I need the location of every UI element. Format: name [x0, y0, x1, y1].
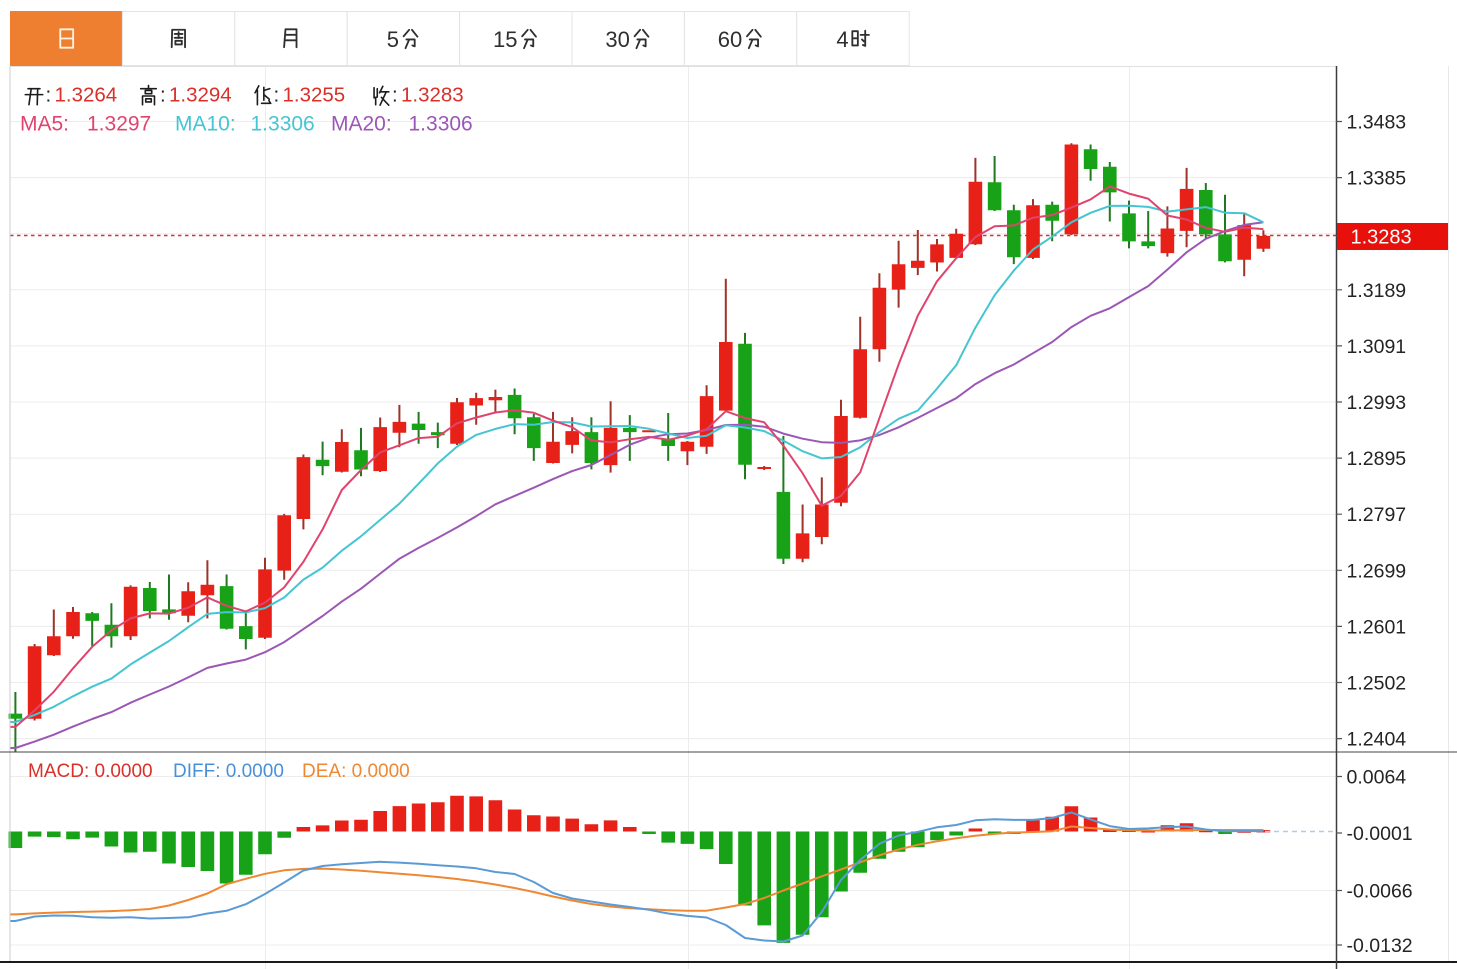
svg-text:1.3306: 1.3306: [251, 113, 315, 136]
svg-text:1.3255: 1.3255: [283, 84, 346, 107]
svg-text:1.3091: 1.3091: [1347, 336, 1407, 358]
svg-text:MA20:: MA20:: [331, 113, 392, 136]
svg-text:1.3385: 1.3385: [1347, 168, 1407, 190]
svg-text:MA5:: MA5:: [20, 113, 69, 136]
svg-text:15: 15: [493, 27, 517, 52]
svg-text:1.2601: 1.2601: [1347, 616, 1407, 638]
svg-text:1.3283: 1.3283: [1351, 227, 1412, 249]
svg-text:1.2993: 1.2993: [1347, 392, 1407, 414]
svg-text:5: 5: [387, 27, 399, 52]
svg-text:MA10:: MA10:: [175, 113, 236, 136]
svg-text::: :: [392, 84, 398, 107]
svg-text:1.2404: 1.2404: [1347, 729, 1407, 751]
svg-text:1.3283: 1.3283: [401, 84, 464, 107]
svg-text:MACD: 0.0000: MACD: 0.0000: [28, 761, 153, 782]
svg-text:1.3189: 1.3189: [1347, 280, 1407, 302]
svg-text:30: 30: [605, 27, 629, 52]
svg-text:1.3306: 1.3306: [409, 113, 473, 136]
svg-text:1.3297: 1.3297: [87, 113, 151, 136]
svg-text:1.2502: 1.2502: [1347, 673, 1407, 695]
svg-text:4: 4: [836, 27, 848, 52]
svg-text:-0.0132: -0.0132: [1347, 935, 1413, 957]
svg-text:DIFF: 0.0000: DIFF: 0.0000: [173, 761, 284, 782]
svg-text:1.2699: 1.2699: [1347, 560, 1407, 582]
svg-text:-0.0001: -0.0001: [1347, 823, 1413, 845]
svg-text::: :: [160, 84, 166, 107]
svg-text:DEA: 0.0000: DEA: 0.0000: [302, 761, 410, 782]
svg-text::: :: [274, 84, 280, 107]
svg-text:1.2797: 1.2797: [1347, 504, 1407, 526]
svg-text:1.3264: 1.3264: [55, 84, 118, 107]
svg-text:1.3483: 1.3483: [1347, 112, 1407, 134]
svg-text::: :: [46, 84, 52, 107]
svg-text:1.2895: 1.2895: [1347, 448, 1407, 470]
svg-text:0.0064: 0.0064: [1347, 767, 1407, 789]
svg-text:60: 60: [718, 27, 742, 52]
svg-text:1.3294: 1.3294: [169, 84, 232, 107]
svg-text:-0.0066: -0.0066: [1347, 881, 1413, 903]
